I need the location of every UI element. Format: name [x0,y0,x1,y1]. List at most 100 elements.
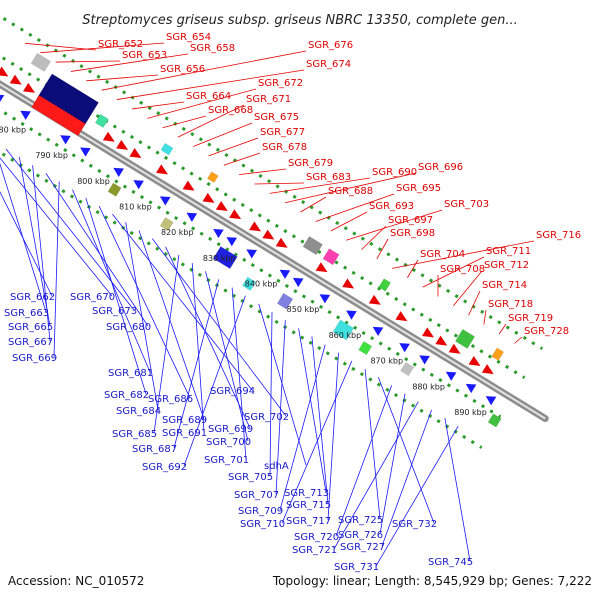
gene-label: SGR_698 [390,228,435,239]
label-leader-line [514,336,523,344]
gene-label: SGR_712 [484,260,529,271]
gene-label: SGR_696 [418,162,463,173]
label-leader-line [53,181,60,358]
label-leader-line [498,323,507,335]
reverse-gene-arrow [279,269,291,279]
label-leader-line [231,287,247,460]
gene-label: SGR_680 [106,322,151,333]
feature-block-green [94,113,109,128]
label-leader-line [315,193,395,222]
label-leader-line [138,230,205,420]
label-leader-line [45,173,149,327]
gene-label: SGR_732 [392,519,437,530]
gene-label: SGR_678 [262,142,307,153]
axis-tick-label: 800 kbp [77,177,110,186]
reverse-gene-arrow [20,110,31,120]
feature-block-orange [491,347,505,361]
feature-block-red [31,94,86,137]
genome-summary: Topology: linear; Length: 8,545,929 bp; … [272,574,592,588]
label-leader-line [300,196,327,213]
track-guide-line [0,54,526,379]
reverse-gene-arrow [399,343,410,353]
gene-label: SGR_653 [122,50,167,61]
forward-gene-arrow [368,294,381,305]
label-leader-line [327,352,339,521]
axis-tick-label: 890 kbp [454,408,487,417]
gene-label: SGR_699 [208,424,253,435]
reverse-gene-arrow [186,212,198,222]
forward-gene-arrow [102,131,115,142]
gene-label: SGR_728 [524,326,569,337]
feature-block-magenta [322,248,340,266]
gene-label: SGR_720 [294,532,339,543]
feature-block-orange [207,171,219,184]
reverse-gene-arrow [60,135,71,145]
label-leader-line [298,328,327,493]
gene-label: SGR_669 [12,353,57,364]
track-guide-line [0,14,544,350]
forward-gene-arrow [468,355,481,366]
gene-label: SGR_683 [306,172,351,183]
feature-block-cyan [242,276,256,291]
gene-label: SGR_684 [116,406,161,417]
axis-tick-label: 780 kbp [0,125,26,134]
gene-label: SGR_717 [286,516,331,527]
label-leader-line [5,148,135,311]
gene-label: SGR_673 [92,306,137,317]
axis-tick-label: 880 kbp [412,382,445,391]
gene-label: SGR_676 [308,40,353,51]
reverse-gene-arrow [133,180,144,190]
gene-label: SGR_716 [536,230,581,241]
forward-gene-arrow [202,192,215,203]
forward-gene-arrow [129,148,142,159]
label-leader-line [86,74,159,82]
track-guide-line [0,150,483,449]
gene-label: SGR_703 [444,199,489,210]
gene-label: SGR_686 [148,394,193,405]
gene-label: SGR_701 [204,455,249,466]
gene-label: SGR_691 [162,428,207,439]
forward-gene-arrow [481,364,494,375]
map-title: Streptomyces griseus subsp. griseus NBRC… [82,13,517,28]
label-leader-line [32,165,51,342]
gene-label: SGR_704 [420,249,465,260]
gene-label: SGR_745 [428,557,473,568]
label-leader-line [375,425,459,567]
label-leader-line [361,225,387,250]
label-leader-line [364,369,381,520]
forward-gene-arrow [23,82,35,93]
gene-label: SGR_693 [369,201,414,212]
reverse-gene-arrow [346,310,357,320]
label-leader-line [468,290,481,316]
gene-label: SGR_718 [488,299,533,310]
label-leader-line [153,254,180,434]
gene-label: sdhA [264,461,289,472]
gene-label: SGR_707 [234,490,279,501]
label-leader-line [269,312,273,477]
reverse-gene-arrow [445,371,457,381]
reverse-gene-arrow [213,229,224,239]
reverse-gene-arrow [465,383,477,394]
gene-label: SGR_695 [396,183,441,194]
gene-label: SGR_714 [482,280,527,291]
gene-label: SGR_674 [306,59,351,70]
gene-label: SGR_690 [372,167,417,178]
label-leader-line [0,157,113,297]
gene-label: SGR_654 [166,32,211,43]
reverse-gene-arrow [292,277,304,288]
forward-gene-arrow [315,262,328,273]
gene-label: SGR_688 [328,186,373,197]
gene-label: SGR_694 [210,386,255,397]
feature-block-blue [213,246,238,270]
axis-tick-label: 850 kbp [287,305,320,314]
axis-tick-label: 860 kbp [329,331,362,340]
reverse-gene-arrow [113,167,124,178]
gene-label: SGR_667 [8,337,53,348]
gene-label: SGR_731 [334,562,379,573]
feature-block-green [378,278,391,292]
label-leader-line [379,393,406,535]
label-leader-line [116,69,305,100]
label-leader-line [311,336,329,505]
reverse-gene-arrow [246,249,257,259]
reverse-gene-arrow [80,147,91,157]
